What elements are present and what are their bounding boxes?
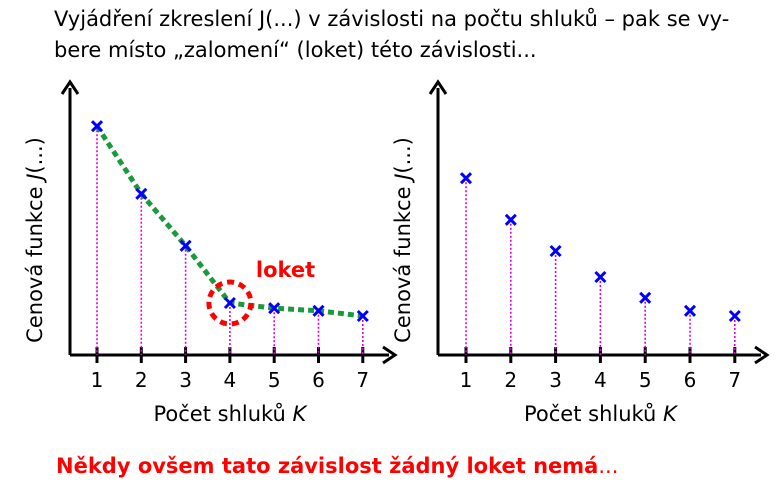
x-tick-label: 1 <box>91 368 104 392</box>
chart-2: 1 2 3 4 5 6 7 Počet shluků K Cenová funkce J(...… <box>391 79 770 426</box>
data-point-marker <box>549 244 562 258</box>
data-point-marker <box>268 302 281 315</box>
y-axis-label: Cenová funkce J(...) <box>23 137 47 343</box>
title-line-1: Vyjádření zkreslení J(...) v závislosti … <box>54 7 730 31</box>
data-point-marker <box>728 309 741 323</box>
data-point-marker <box>459 172 473 185</box>
marker-stroke <box>179 239 192 252</box>
marker-stroke <box>728 309 741 323</box>
x-tick-label: 6 <box>312 368 325 392</box>
x-tick-label: 2 <box>135 368 148 392</box>
x-tick-label: 7 <box>728 368 741 392</box>
data-point-marker <box>312 304 325 317</box>
data-point-marker <box>135 187 148 200</box>
x-tick-label: 5 <box>268 368 281 392</box>
chart-1: 1 2 3 4 5 6 7 loket Počet shluků K Cenová funkce … <box>23 79 398 426</box>
data-point-marker <box>504 213 517 226</box>
charts-area: 1 2 3 4 5 6 7 loket Počet shluků K Cenová funkce … <box>23 79 770 426</box>
x-axis-label: Počet shluků K <box>153 402 308 426</box>
page-title: Vyjádření zkreslení J(...) v závislosti … <box>54 4 774 66</box>
x-tick-label: 3 <box>549 368 562 392</box>
cost-curve <box>94 124 364 319</box>
y-axis-arrow <box>60 79 80 95</box>
marker-stroke <box>683 304 697 317</box>
marker-stroke <box>312 304 325 317</box>
x-tick-label: 7 <box>356 368 369 392</box>
data-point-marker <box>356 309 369 323</box>
x-axis-label: Počet shluků K <box>524 402 679 426</box>
marker-stroke <box>639 291 652 304</box>
marker-stroke <box>594 270 607 284</box>
x-tick-label: 4 <box>224 368 237 392</box>
marker-stroke <box>504 213 517 226</box>
x-tick-label: 4 <box>594 368 607 392</box>
marker-stroke <box>549 244 562 258</box>
data-point-marker <box>223 296 236 310</box>
marker-stroke <box>90 120 104 133</box>
x-axis-arrow <box>382 345 398 365</box>
marker-stroke <box>268 302 281 315</box>
x-tick-label: 3 <box>179 368 192 392</box>
marker-stroke <box>459 172 473 185</box>
data-point-marker <box>90 120 104 133</box>
x-tick-label: 2 <box>504 368 517 392</box>
x-tick-label: 1 <box>460 368 473 392</box>
y-axis-arrow <box>428 79 448 95</box>
elbow-circle <box>206 279 254 327</box>
footer-text: Někdy ovšem tato závislost žádný loket n… <box>56 454 599 478</box>
elbow-label: loket <box>256 258 315 282</box>
data-point-marker <box>683 304 697 317</box>
data-point-marker <box>639 291 652 304</box>
marker-stroke <box>223 296 236 310</box>
data-point-marker <box>179 239 192 252</box>
footer-note: Někdy ovšem tato závislost žádný loket n… <box>56 454 618 478</box>
footer-ellipsis: ... <box>598 454 619 478</box>
marker-stroke <box>135 187 148 200</box>
title-line-2: bere místo „zalomení“ (loket) této závis… <box>54 38 537 62</box>
x-tick-label: 6 <box>684 368 697 392</box>
y-axis-label: Cenová funkce J(...) <box>391 137 415 343</box>
x-axis-arrow <box>754 345 770 365</box>
x-tick-label: 5 <box>639 368 652 392</box>
marker-stroke <box>356 309 369 323</box>
data-point-marker <box>594 270 607 284</box>
